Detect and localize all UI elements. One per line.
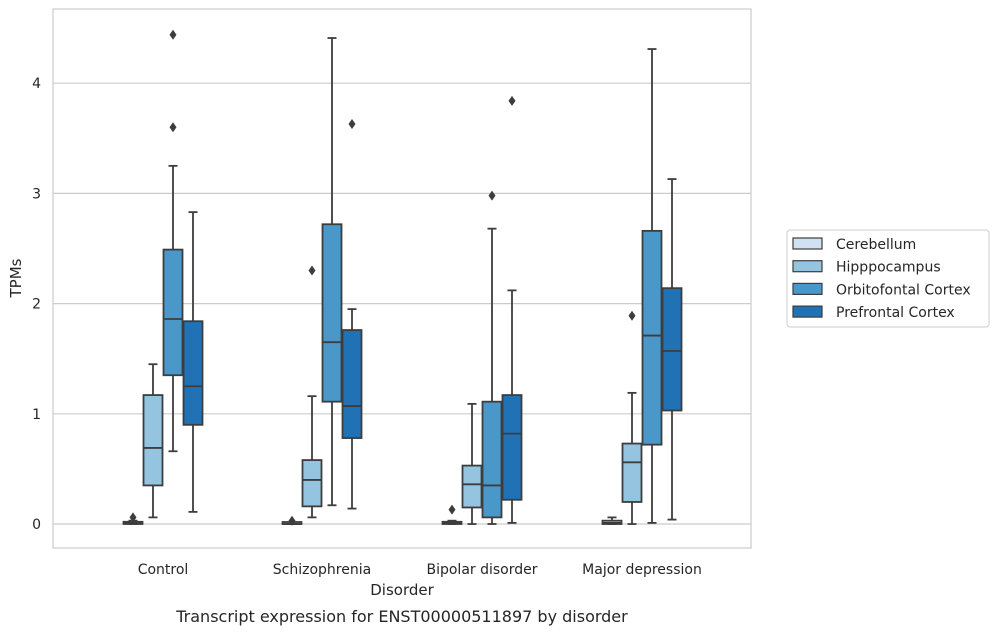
box-iqr [641,229,663,446]
legend-frame [786,229,990,328]
box-cerebellum [441,504,463,525]
box-prefrontal-cortex [661,178,683,521]
y-tick-label: 3 [32,186,41,202]
box-cerebellum [601,516,623,525]
y-tick-label: 4 [32,76,41,92]
box-orbitofontal-cortex [321,37,343,507]
box-iqr [501,394,523,501]
box-cerebellum [122,512,144,525]
box-hipppocampus [461,402,483,525]
x-axis-label: Disorder [370,581,434,599]
box-orbitofontal-cortex [162,29,184,453]
y-axis-label: TPMs [7,258,25,298]
box-prefrontal-cortex [182,211,204,513]
x-tick-label: Control [138,562,189,578]
box-iqr [461,464,483,509]
box-prefrontal-cortex [341,118,363,510]
box-iqr [162,248,184,377]
box-iqr [321,223,343,403]
outlier-point [508,95,516,106]
box-iqr [142,394,164,487]
box-orbitofontal-cortex [481,190,503,525]
box-iqr [661,287,683,412]
legend-swatch [792,282,823,295]
legend-label: Hipppocampus [836,260,941,276]
box-cerebellum [281,515,303,526]
y-axis-ticks: 0 1 2 3 4 [32,76,41,533]
y-tick-label: 0 [32,517,41,533]
outlier-point [129,512,137,523]
x-tick-label: Bipolar disorder [426,562,537,578]
legend-label: Prefrontal Cortex [836,305,955,321]
x-tick-label: Schizophrenia [273,562,371,578]
box-iqr [341,329,363,439]
outlier-point [308,265,316,276]
outlier-point [348,118,356,129]
legend-label: Cerebellum [836,237,916,253]
box-prefrontal-cortex [501,95,523,524]
box-hipppocampus [142,363,164,519]
box-hipppocampus [301,265,323,519]
y-tick-label: 1 [32,407,41,423]
outlier-point [448,504,456,515]
legend: Cerebellum Hipppocampus Orbitofontal Corte… [786,229,990,328]
box-orbitofontal-cortex [641,48,663,524]
y-tick-label: 2 [32,297,41,313]
legend-swatch [792,237,823,250]
outlier-point [288,515,296,526]
box-hipppocampus [621,310,643,525]
box-plot-series [122,29,683,526]
outlier-point [169,29,177,40]
x-tick-label: Major depression [582,562,702,578]
box-iqr [301,459,323,508]
outlier-point [628,310,636,321]
outlier-point [169,122,177,133]
x-axis-ticks: Control Schizophrenia Bipolar disorder Majo… [138,562,702,578]
legend-swatch [792,260,823,273]
box-iqr [621,442,643,503]
plot-frame [52,8,752,549]
legend-items: Cerebellum Hipppocampus Orbitofontal Corte… [792,237,971,321]
box-iqr [481,400,503,519]
legend-swatch [792,305,823,318]
legend-label: Orbitofontal Cortex [836,282,971,298]
box-iqr [182,320,204,426]
outlier-point [488,190,496,201]
chart-caption: Transcript expression for ENST0000051189… [175,607,628,626]
